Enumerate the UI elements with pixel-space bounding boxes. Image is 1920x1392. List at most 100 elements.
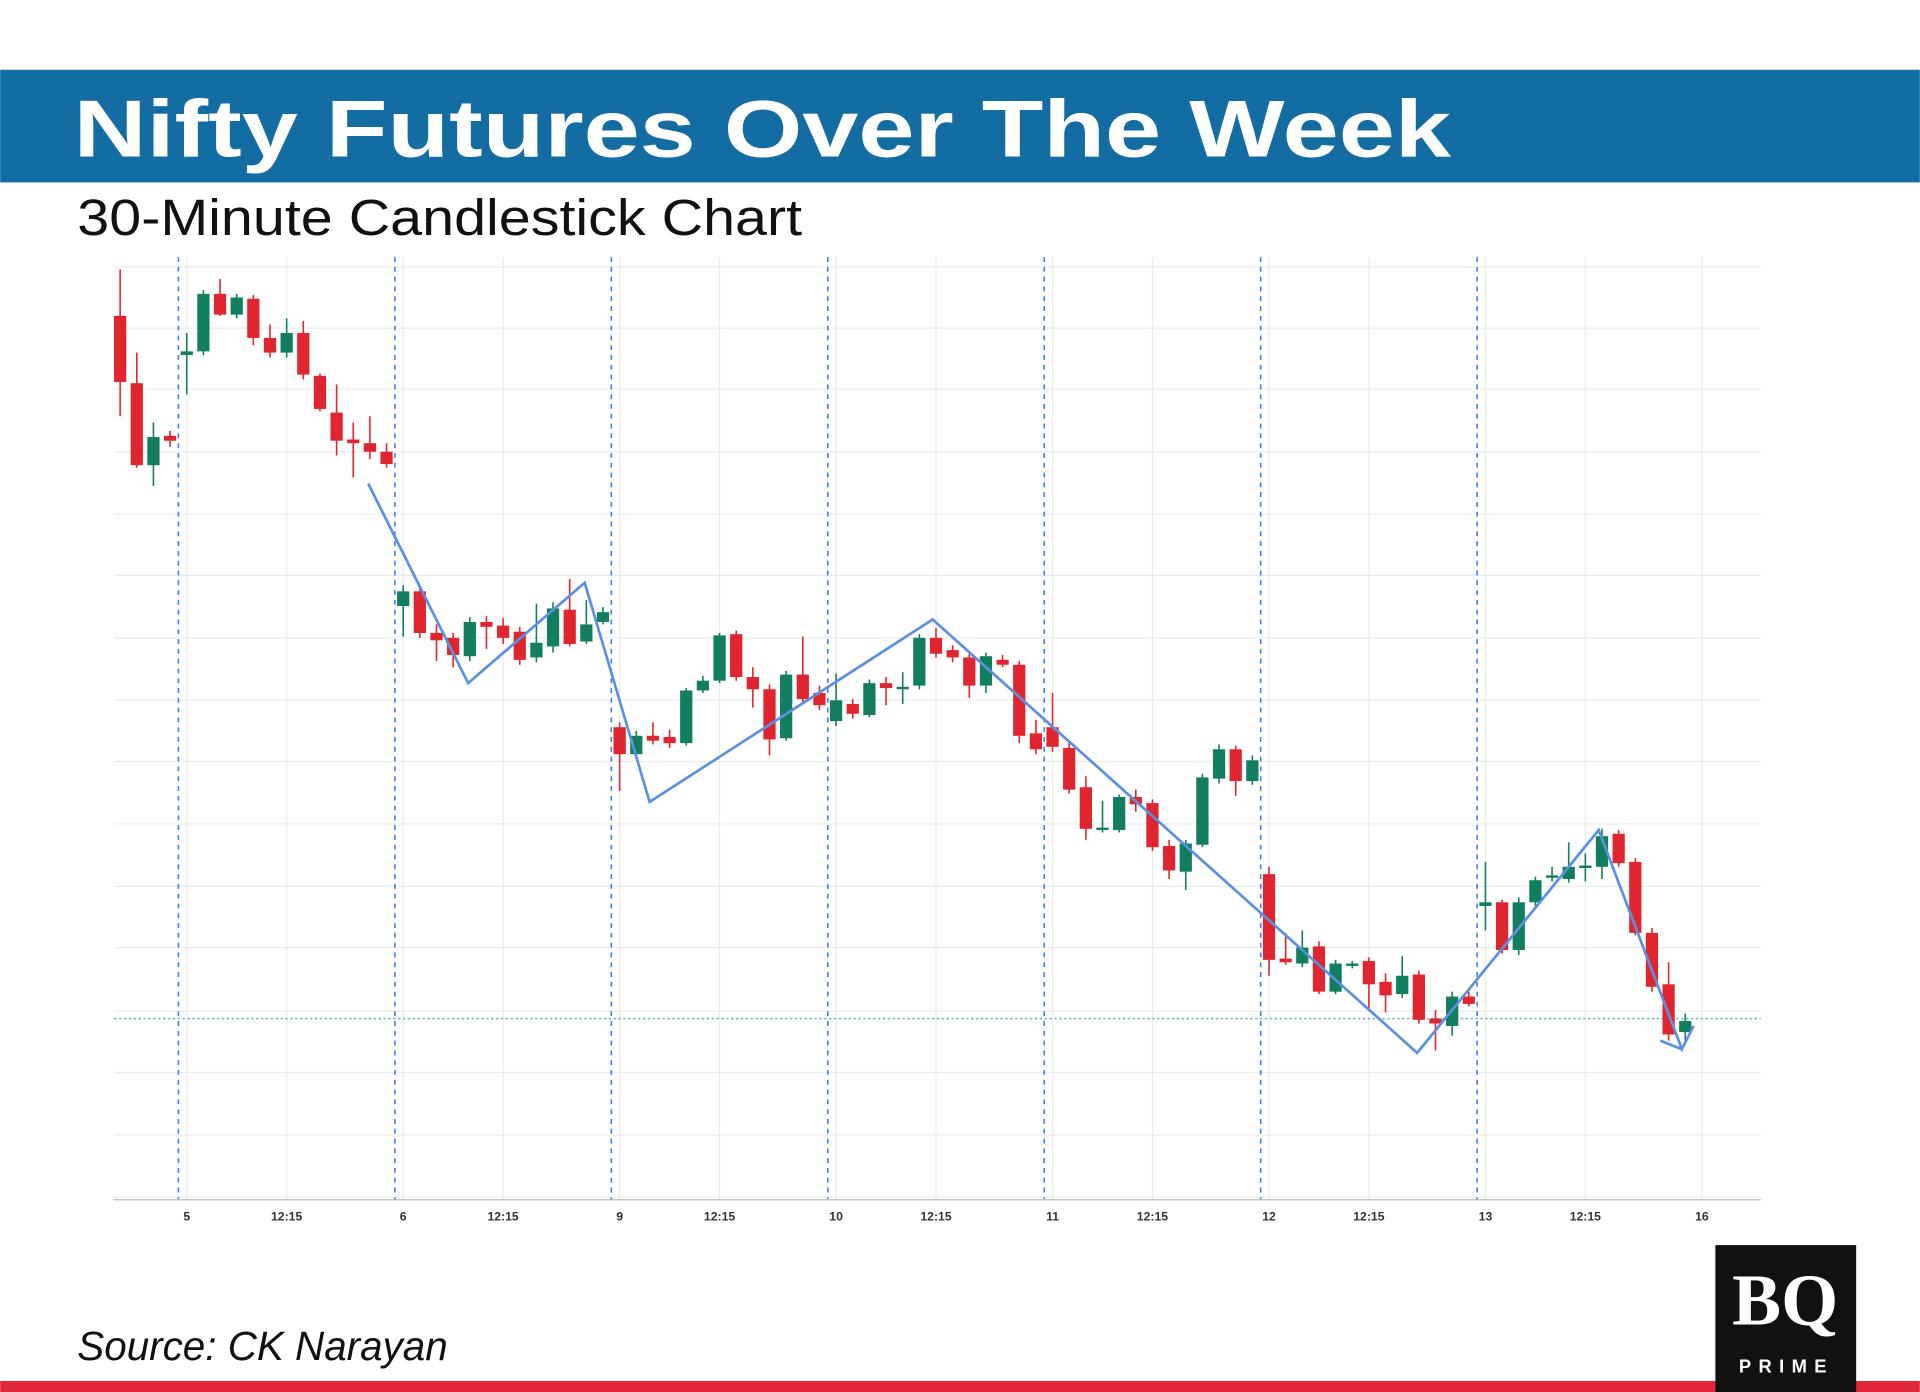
candle-body <box>513 631 526 660</box>
candle-body <box>1396 975 1409 995</box>
candle-body <box>896 686 909 690</box>
candle-body <box>1279 958 1292 963</box>
candle-body <box>1645 932 1659 987</box>
title-banner <box>0 69 1920 183</box>
bottom-bar <box>0 1380 1920 1392</box>
candle-body <box>846 703 859 714</box>
candle-body <box>680 690 693 744</box>
candle-body <box>1179 843 1192 872</box>
candle-body <box>1262 874 1276 960</box>
candle-body <box>879 683 893 689</box>
logo-subtext: PRIME <box>1739 1355 1834 1376</box>
candle-body <box>1545 875 1559 878</box>
x-tick-label: 12:15 <box>920 1210 951 1224</box>
candle-body <box>663 737 676 744</box>
candle-body <box>530 642 543 658</box>
candle-body <box>546 608 560 647</box>
candle-body <box>313 375 327 409</box>
candle-body <box>1462 996 1475 1004</box>
candle-body <box>163 435 177 441</box>
x-tick-label: 9 <box>616 1210 623 1224</box>
candle-body <box>963 657 976 686</box>
candle-body <box>580 624 593 642</box>
candle-body <box>247 298 260 338</box>
candle-body <box>1079 787 1092 829</box>
candle-body <box>180 351 193 356</box>
candle-body <box>563 609 576 644</box>
candle-body <box>713 635 726 681</box>
candle-body <box>1362 961 1376 985</box>
source-note: Source: CK Narayan <box>77 1323 447 1369</box>
candle-body <box>430 632 443 641</box>
candle-body <box>363 443 377 452</box>
x-tick-label: 12:15 <box>1353 1210 1384 1224</box>
candle-body <box>230 297 243 315</box>
candle-body <box>1063 748 1076 790</box>
candle-body <box>1329 963 1342 992</box>
candle-body <box>463 621 476 657</box>
x-tick-label: 12:15 <box>704 1210 735 1224</box>
chart-title: Nifty Futures Over The Week <box>74 85 1453 175</box>
candle-body <box>863 683 876 715</box>
x-tick-label: 6 <box>400 1210 407 1224</box>
candle-body <box>1212 749 1226 779</box>
candle-body <box>297 333 310 375</box>
candle-body <box>596 612 610 622</box>
x-tick-label: 13 <box>1479 1210 1493 1224</box>
candle-body <box>380 451 393 464</box>
candle-body <box>447 637 460 655</box>
candle-body <box>213 293 227 315</box>
candle-body <box>1412 974 1425 1020</box>
candle-body <box>1379 981 1392 996</box>
candle-body <box>1029 733 1043 750</box>
candle-body <box>1529 880 1542 903</box>
candle-body <box>330 412 343 441</box>
candle-body <box>1162 845 1176 871</box>
candle-body <box>147 437 160 466</box>
candle-body <box>796 674 809 700</box>
logo-box <box>1715 1245 1857 1392</box>
candle-body <box>263 337 277 353</box>
candle-body <box>280 333 293 353</box>
candle-body <box>197 293 210 352</box>
logo-text: BQ <box>1732 1260 1838 1341</box>
candle-body <box>763 689 776 740</box>
candle-body <box>1113 797 1126 831</box>
candle-body <box>1246 760 1259 782</box>
candle-body <box>1495 902 1509 951</box>
candle-body <box>1612 833 1625 864</box>
x-tick-label: 11 <box>1046 1210 1059 1224</box>
candle-body <box>746 677 759 690</box>
candle-body <box>1579 865 1592 869</box>
chart-subtitle: 30-Minute Candlestick Chart <box>77 188 802 246</box>
candle-body <box>1196 777 1209 845</box>
candle-body <box>480 621 493 627</box>
x-tick-label: 12:15 <box>1570 1210 1601 1224</box>
candle-body <box>696 680 710 691</box>
candle-body <box>613 727 626 755</box>
x-tick-label: 10 <box>829 1210 843 1224</box>
candle-body <box>1429 1018 1442 1024</box>
x-tick-label: 12:15 <box>1137 1210 1168 1224</box>
candle-body <box>1096 827 1109 831</box>
zigzag-line <box>367 482 1695 1055</box>
x-tick-label: 16 <box>1695 1210 1709 1224</box>
candle-body <box>946 650 959 658</box>
candle-body <box>1146 803 1159 848</box>
candle-body <box>130 383 143 466</box>
plot-area: 5 12:15 6 12:15 9 12:15 10 12:15 11 12:15 12 12:15 1… <box>114 257 1761 1224</box>
candle-body <box>413 591 426 633</box>
candle-body <box>646 735 660 741</box>
x-tick-label: 12 <box>1262 1210 1276 1224</box>
candle-body <box>730 634 743 678</box>
candle-body <box>1679 1021 1692 1033</box>
candle-body <box>1479 902 1492 906</box>
candle-body <box>996 659 1009 665</box>
candle-body <box>1629 861 1642 933</box>
candle-body <box>347 439 360 444</box>
candle-body <box>913 637 926 686</box>
x-tick-label: 5 <box>183 1210 190 1224</box>
candle-body <box>496 625 510 638</box>
